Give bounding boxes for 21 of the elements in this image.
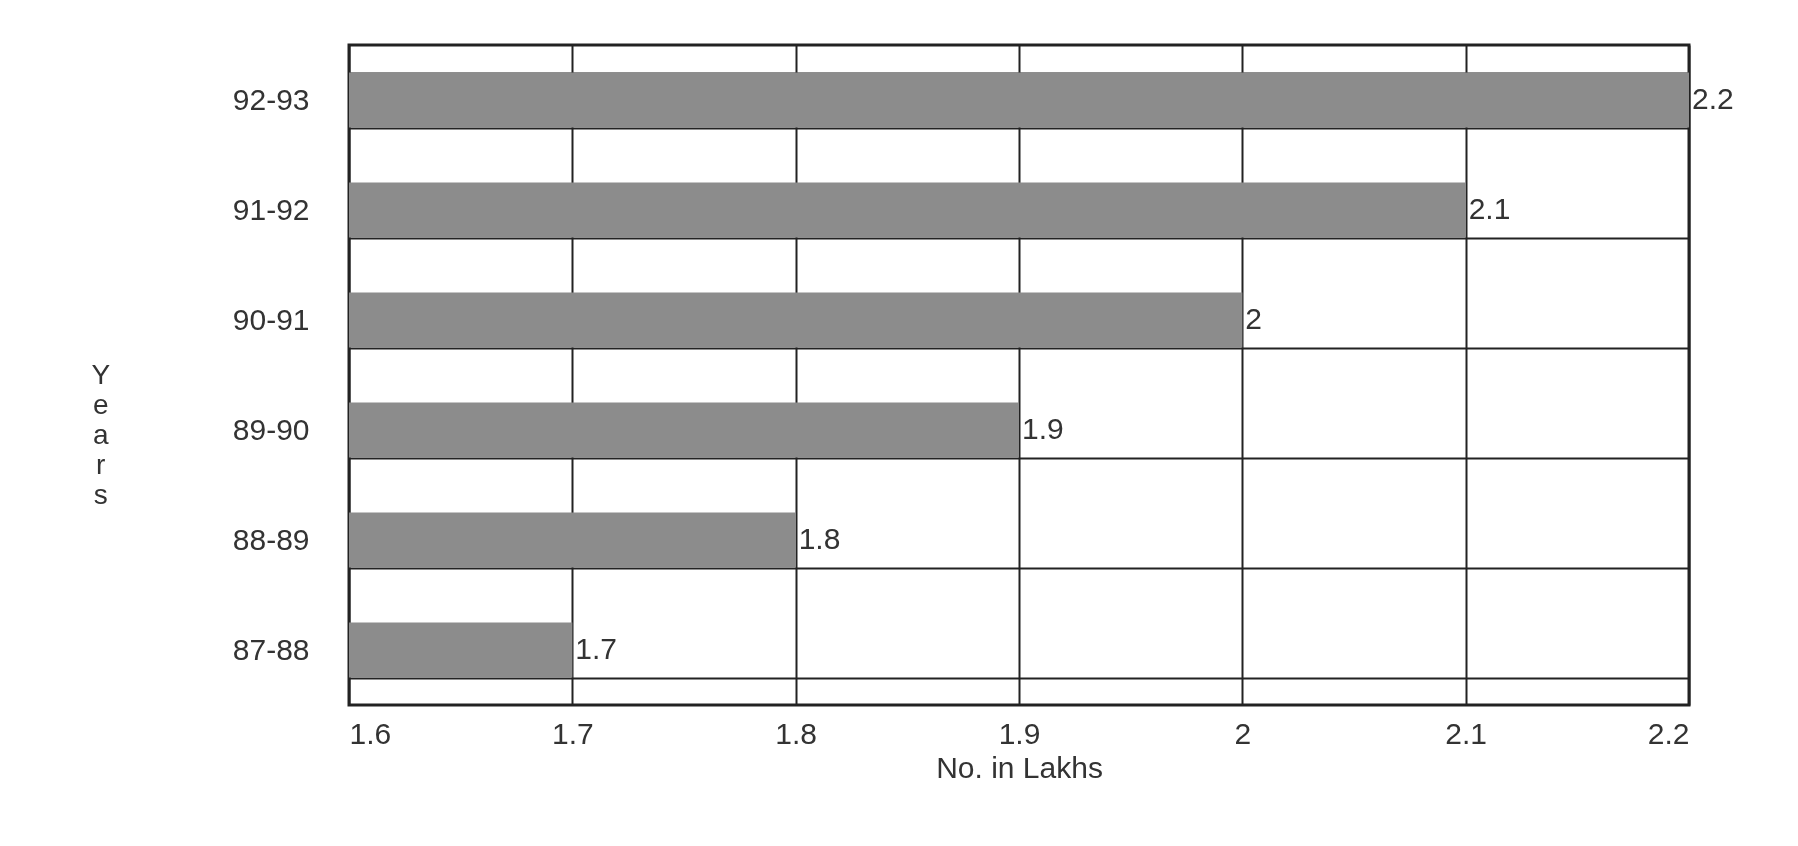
x-tick-label: 1.8 [775, 716, 818, 750]
y-tick-label: 91-92 [232, 192, 310, 226]
y-tick-label: 90-91 [232, 302, 310, 336]
data-label: 2.2 [1692, 82, 1734, 115]
x-tick-label: 2.2 [1647, 716, 1690, 750]
x-tick-label: 2 [1234, 716, 1252, 750]
y-tick-label: 87-88 [232, 632, 310, 666]
x-tick-label: 1.7 [551, 716, 594, 750]
data-label: 1.8 [798, 522, 841, 555]
y-tick-label: 88-89 [232, 522, 310, 556]
y-tick-label: 92-93 [232, 82, 310, 116]
x-axis-title: No. in Lakhs [936, 750, 1103, 784]
y-tick-label: 89-90 [232, 412, 310, 446]
x-tick-label: 1.9 [998, 716, 1041, 750]
y-axis-title: Years [91, 358, 111, 510]
data-label: 2.1 [1468, 192, 1511, 225]
data-label: 1.7 [575, 632, 618, 665]
x-tick-label: 2.1 [1445, 716, 1488, 750]
data-label: 1.9 [1022, 412, 1064, 445]
data-label: 2 [1245, 302, 1263, 335]
x-tick-label: 1.6 [349, 716, 392, 750]
